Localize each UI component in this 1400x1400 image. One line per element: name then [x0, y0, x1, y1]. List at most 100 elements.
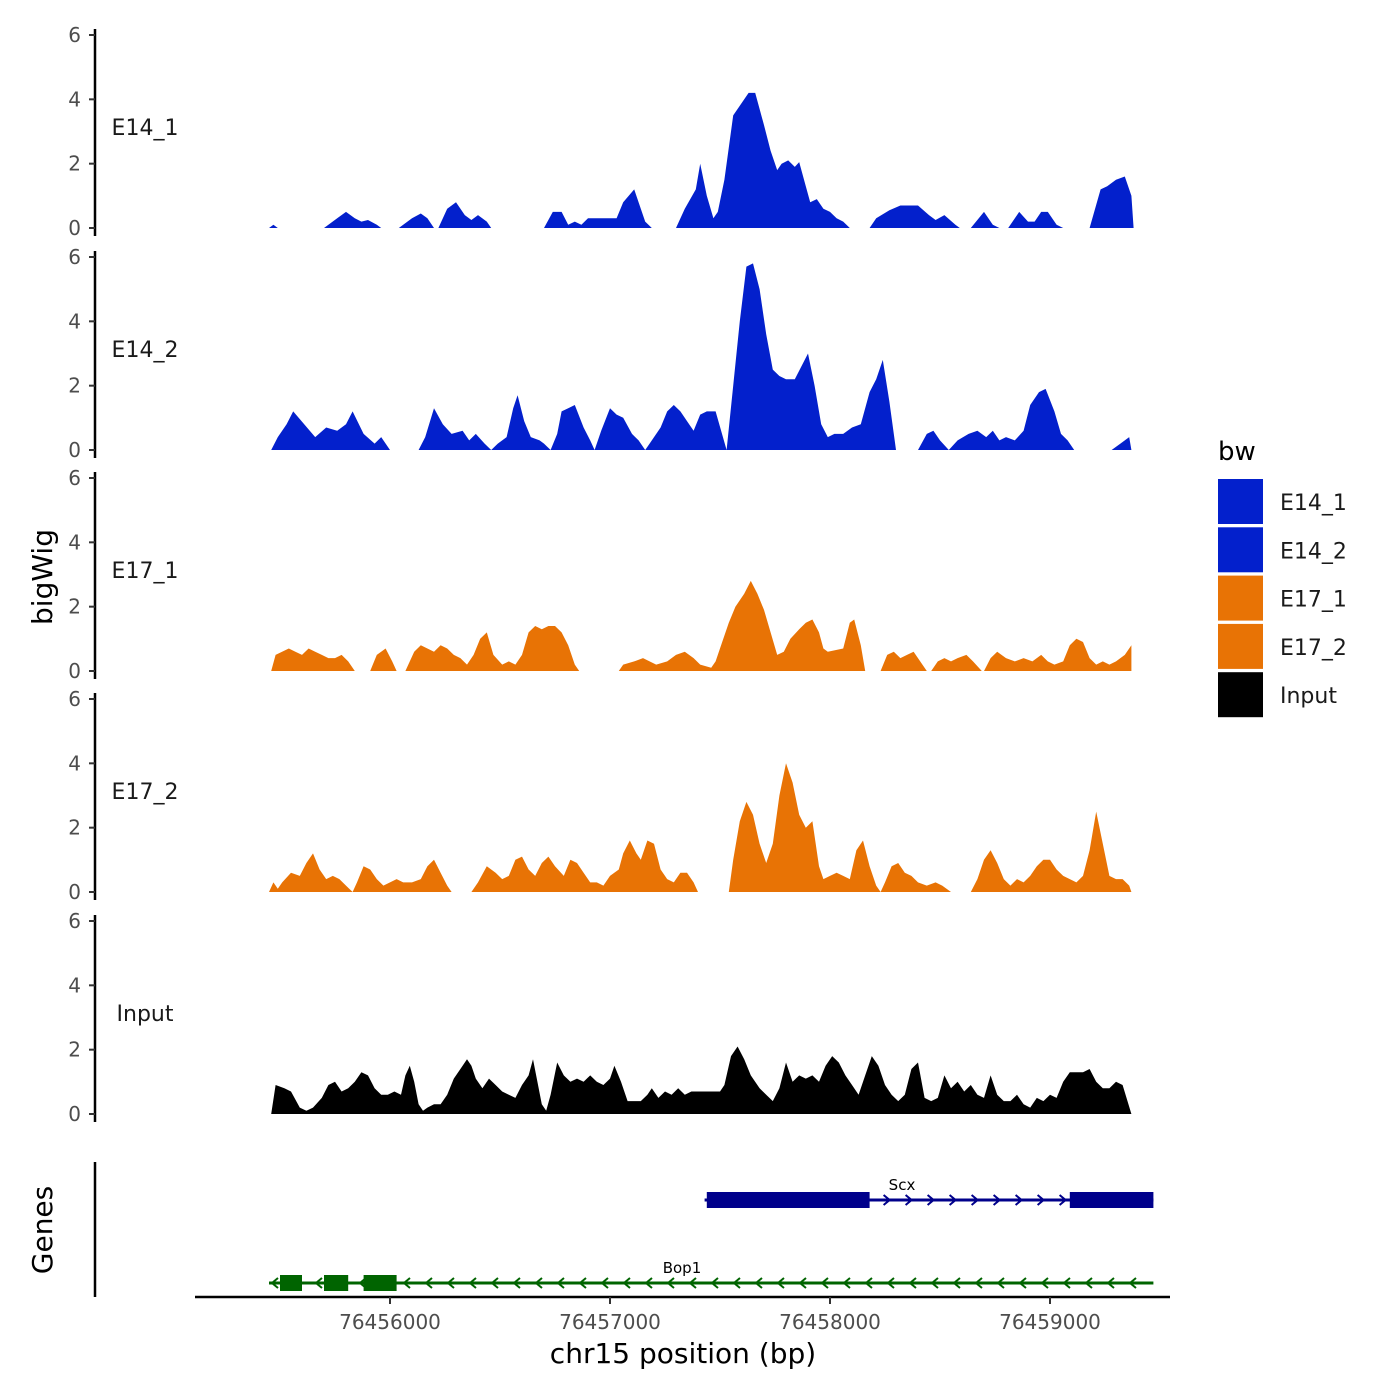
exon-block: [280, 1275, 302, 1291]
track-panel-E14_1: 0 2 4 6 E14_1: [68, 23, 1134, 240]
y-tick-label: 0: [68, 1102, 81, 1126]
legend-swatch-E17_1: [1218, 575, 1263, 621]
genes-axis-title: Genes: [26, 1186, 59, 1274]
y-tick-label: 2: [68, 595, 81, 619]
strand-arrow: [948, 1194, 958, 1206]
x-tick-label: 76456000: [339, 1310, 441, 1334]
x-tick-label: 76459000: [999, 1310, 1101, 1334]
legend-label-E14_2: E14_2: [1280, 539, 1347, 564]
strand-arrow: [534, 1277, 543, 1289]
strand-arrow: [1036, 1194, 1046, 1206]
strand-arrow: [776, 1277, 785, 1289]
strand-arrow: [970, 1194, 980, 1206]
legend-swatch-E14_2: [1218, 527, 1263, 573]
y-tick-label: 4: [68, 309, 81, 333]
strand-arrow: [1018, 1277, 1027, 1289]
track-label-E17_2: E17_2: [112, 780, 179, 805]
strand-arrow: [468, 1277, 477, 1289]
strand-arrow: [512, 1277, 521, 1289]
legend-swatch-E17_2: [1218, 623, 1263, 669]
y-tick-label: 0: [68, 216, 81, 240]
strand-arrow: [908, 1277, 917, 1289]
strand-arrow: [1128, 1277, 1137, 1289]
track-label-E14_2: E14_2: [112, 338, 179, 363]
tracks-layer: 0 2 4 6 E14_1 0 2 4 6 E14_2 0 2 4 6 E17_1 0 2 4 6 E17_2 0 2 4 6…: [68, 23, 1134, 1126]
strand-arrow: [952, 1277, 961, 1289]
legend-swatch-E14_1: [1218, 479, 1263, 524]
strand-arrow: [402, 1277, 411, 1289]
y-tick-label: 4: [68, 87, 81, 111]
track-panel-Input: 0 2 4 6 Input: [68, 909, 1132, 1126]
strand-arrow: [270, 1277, 279, 1289]
strand-arrow: [882, 1194, 892, 1206]
signal-area-E14_2: [271, 263, 1132, 450]
gene-label-Scx: Scx: [889, 1176, 916, 1194]
signal-area-E17_2: [269, 763, 1132, 892]
x-tick-label: 76457000: [559, 1310, 661, 1334]
gene-label-Bop1: Bop1: [663, 1259, 702, 1277]
gene-Bop1: Bop1: [269, 1259, 1154, 1291]
strand-arrow: [1040, 1277, 1049, 1289]
strand-arrow: [710, 1277, 719, 1289]
strand-arrow: [446, 1277, 455, 1289]
x-axis: 76456000 76457000 76458000 76459000: [195, 1295, 1170, 1334]
track-label-Input: Input: [117, 1002, 174, 1027]
strand-arrow: [996, 1277, 1005, 1289]
signal-area-E14_1: [269, 92, 1134, 229]
y-tick-label: 2: [68, 816, 81, 840]
y-tick-label: 0: [68, 438, 81, 462]
strand-arrow: [820, 1277, 829, 1289]
exon-block: [706, 1192, 870, 1208]
y-tick-label: 6: [68, 687, 81, 711]
legend-label-Input: Input: [1280, 684, 1337, 709]
y-tick-label: 2: [68, 1038, 81, 1062]
track-panel-E17_1: 0 2 4 6 E17_1: [68, 466, 1132, 683]
strand-arrow: [842, 1277, 851, 1289]
strand-arrow: [974, 1277, 983, 1289]
y-tick-label: 6: [68, 466, 81, 490]
y-tick-label: 0: [68, 880, 81, 904]
legend-swatch-Input: [1218, 672, 1263, 718]
legend-label-E14_1: E14_1: [1280, 491, 1347, 516]
strand-arrow: [314, 1277, 323, 1289]
y-tick-label: 0: [68, 659, 81, 683]
exon-block: [1069, 1192, 1154, 1208]
strand-arrow: [578, 1277, 587, 1289]
strand-arrow: [1106, 1277, 1115, 1289]
signal-area-Input: [271, 1046, 1132, 1114]
legend: bw E14_1 E14_2 E17_1 E17_2 Input: [1218, 437, 1347, 718]
genes-layer: Scx Bop1: [93, 1162, 1154, 1297]
strand-arrow: [798, 1277, 807, 1289]
strand-arrow: [600, 1277, 609, 1289]
strand-arrow: [732, 1277, 741, 1289]
y-tick-label: 4: [68, 530, 81, 554]
y-tick-label: 2: [68, 374, 81, 398]
strand-arrow: [666, 1277, 675, 1289]
track-label-E17_1: E17_1: [112, 559, 179, 584]
strand-arrow: [930, 1277, 939, 1289]
signal-area-E17_1: [271, 580, 1132, 671]
strand-arrow: [1058, 1194, 1068, 1206]
strand-arrow: [1062, 1277, 1071, 1289]
strand-arrow: [886, 1277, 895, 1289]
legend-label-E17_2: E17_2: [1280, 636, 1347, 661]
gene-Scx: Scx: [704, 1176, 1154, 1208]
x-axis-title: chr15 position (bp): [550, 1337, 816, 1370]
y-tick-label: 6: [68, 245, 81, 269]
strand-arrow: [926, 1194, 936, 1206]
strand-arrow: [992, 1194, 1002, 1206]
strand-arrow: [1014, 1194, 1024, 1206]
strand-arrow: [864, 1277, 873, 1289]
strand-arrow: [1084, 1277, 1093, 1289]
y-tick-label: 6: [68, 909, 81, 933]
y-tick-label: 4: [68, 973, 81, 997]
strand-arrow: [754, 1277, 763, 1289]
exon-block: [363, 1275, 397, 1291]
y-tick-label: 6: [68, 23, 81, 47]
strand-arrow: [556, 1277, 565, 1289]
strand-arrow: [904, 1194, 914, 1206]
y-axis-title: bigWig: [26, 529, 59, 625]
strand-arrow: [424, 1277, 433, 1289]
legend-label-E17_1: E17_1: [1280, 588, 1347, 613]
